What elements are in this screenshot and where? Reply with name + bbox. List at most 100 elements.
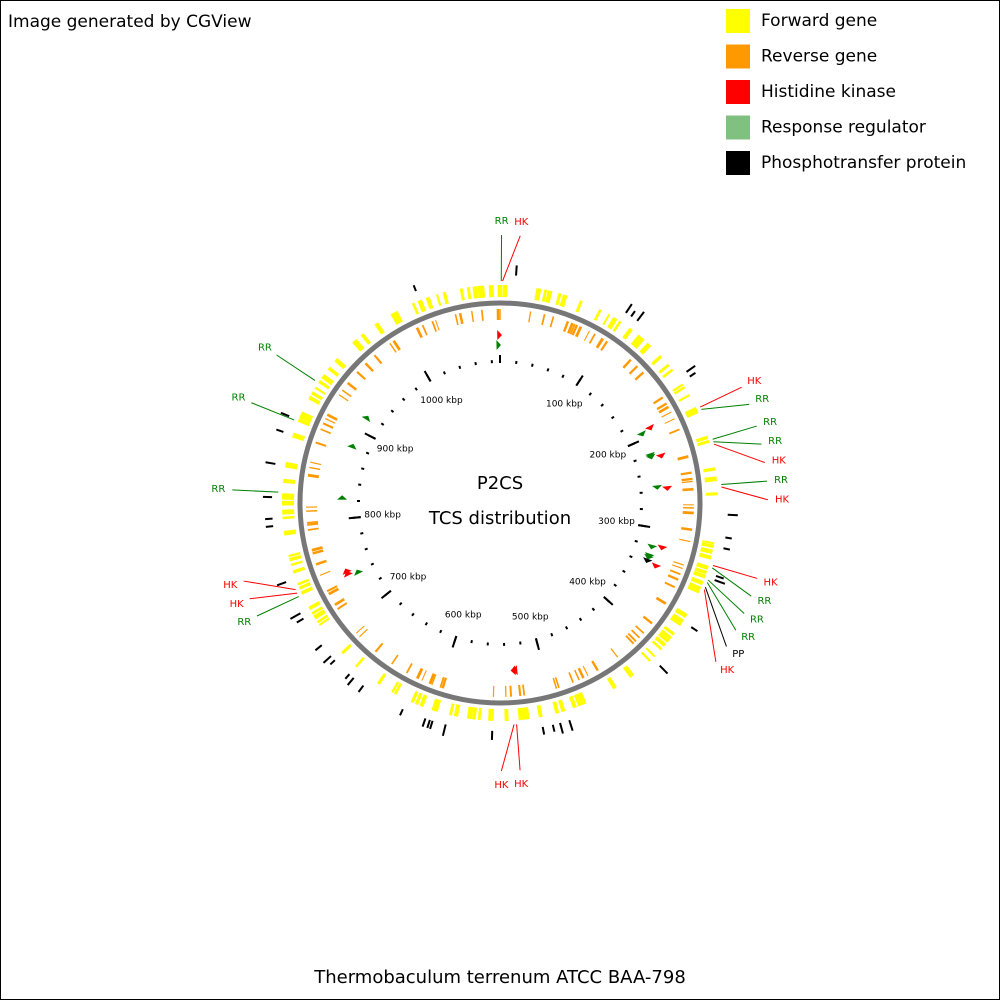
tcs-marker [497, 330, 502, 341]
tcs-marker [361, 415, 371, 423]
forward-gene [536, 704, 543, 718]
forward-gene [651, 354, 663, 366]
forward-gene [391, 681, 400, 694]
forward-gene [684, 406, 697, 415]
forward-gene [663, 625, 675, 636]
outer-tick [357, 684, 365, 693]
forward-gene [292, 566, 306, 574]
forward-gene [316, 614, 329, 624]
outer-tick [399, 708, 404, 716]
reverse-gene [552, 677, 558, 689]
scale-dot [633, 459, 637, 463]
label-connector [713, 441, 762, 445]
reverse-gene [391, 654, 399, 665]
scale-dot [365, 451, 370, 455]
reverse-gene [583, 330, 590, 341]
scale-dot [600, 403, 604, 407]
forward-gene [341, 643, 352, 655]
outer-tick [421, 718, 427, 727]
scale-label: 200 kbp [590, 451, 627, 461]
feature-label: RR [741, 632, 755, 643]
forward-gene [671, 613, 685, 624]
scale-dot [360, 532, 364, 535]
feature-label: RR [774, 475, 788, 486]
reverse-gene [627, 632, 637, 643]
scale-dot [578, 617, 583, 622]
label-connector [516, 724, 521, 771]
reverse-gene [309, 466, 321, 471]
reverse-gene [312, 549, 324, 555]
label-connector [721, 486, 769, 501]
tcs-marker [337, 495, 348, 500]
outer-tick [685, 364, 696, 373]
forward-gene [288, 552, 301, 558]
reverse-gene [359, 628, 368, 638]
forward-gene [658, 363, 670, 374]
reverse-gene [656, 402, 668, 411]
scale-dot [361, 467, 365, 471]
tcs-marker [652, 484, 662, 490]
forward-gene [607, 316, 618, 330]
scale-dot [364, 547, 368, 551]
reverse-gene [416, 667, 424, 680]
forward-gene [355, 656, 365, 668]
tcs-marker [651, 562, 662, 569]
outer-tick [715, 575, 725, 580]
feature-label: RR [768, 436, 782, 447]
outer-tick [515, 265, 518, 276]
forward-gene [311, 606, 324, 615]
reverse-gene [341, 389, 352, 398]
feature-label: RR [211, 484, 225, 495]
outer-tick [727, 513, 738, 517]
tcs-marker [644, 553, 654, 560]
outer-tick [322, 655, 332, 664]
forward-gene [410, 690, 419, 704]
label-connector [276, 354, 316, 381]
reverse-gene [655, 596, 667, 605]
reverse-gene [319, 570, 331, 576]
feature-label: HK [772, 455, 787, 466]
forward-gene [334, 357, 347, 370]
reverse-gene [326, 413, 338, 421]
feature-label: RR [495, 216, 509, 227]
scale-dot [439, 629, 443, 634]
reverse-gene [518, 684, 522, 697]
reverse-gene [421, 670, 427, 681]
feature-label: RR [763, 417, 777, 428]
reverse-gene [326, 585, 338, 593]
center-subtitle: TCS distribution [428, 508, 571, 529]
forward-gene [559, 294, 568, 308]
legend-label: Response regulator [761, 118, 926, 138]
reverse-gene [328, 587, 340, 596]
legend-swatch [726, 80, 750, 104]
feature-label: HK [514, 217, 529, 228]
reverse-gene [634, 371, 645, 381]
scale-label: 1000 kbp [420, 396, 463, 406]
outer-tick [344, 673, 351, 680]
reverse-gene [681, 480, 693, 484]
outer-tick [690, 626, 698, 632]
reverse-gene [668, 428, 680, 435]
forward-gene [678, 394, 690, 402]
scale-label: 300 kbp [598, 517, 635, 527]
outer-tick [276, 581, 287, 587]
scale-dot [531, 363, 534, 367]
forward-gene [390, 312, 400, 325]
reverse-gene [582, 665, 589, 677]
scale-tick [348, 516, 361, 520]
scale-tick [423, 370, 432, 382]
label-connector [703, 589, 717, 662]
forward-gene [693, 570, 706, 579]
scale-label: 600 kbp [445, 611, 482, 621]
forward-gene [575, 693, 585, 706]
tcs-marker [510, 665, 516, 676]
forward-gene [393, 310, 403, 324]
forward-gene [374, 322, 385, 335]
outer-tick [329, 659, 336, 666]
reverse-gene [574, 669, 580, 681]
forward-gene [393, 682, 403, 695]
legend-swatch [726, 9, 750, 33]
scale-tick [627, 440, 640, 448]
reverse-gene [325, 418, 336, 424]
